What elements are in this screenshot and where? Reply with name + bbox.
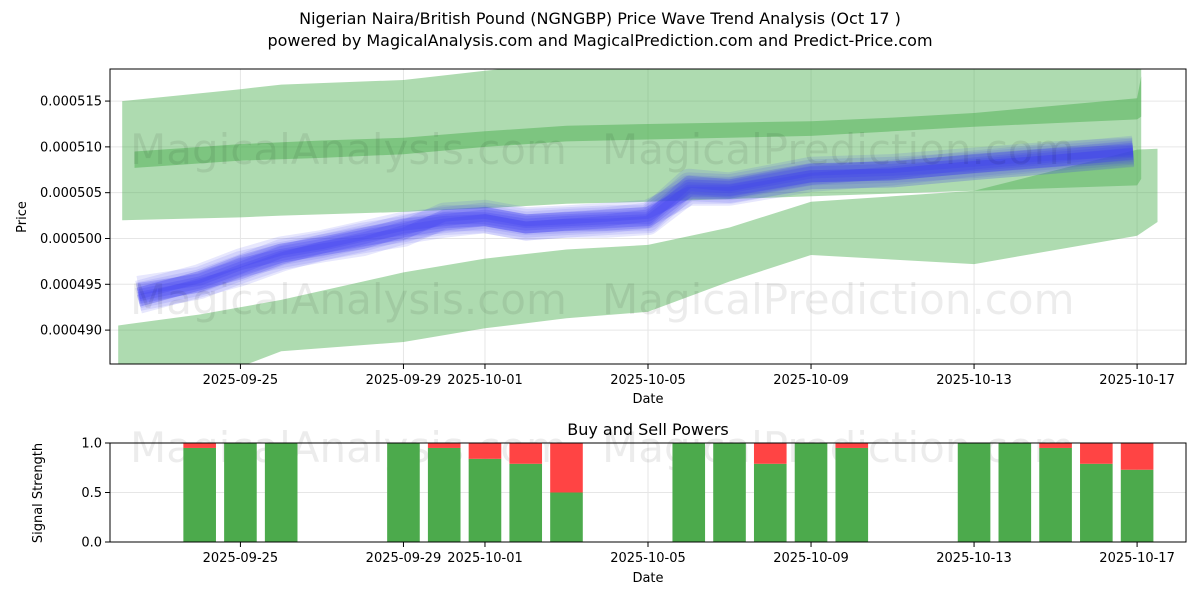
sell-bar-16 bbox=[1080, 443, 1113, 464]
trend-bands bbox=[118, 69, 1158, 364]
watermark-analysis-2: MagicalAnalysis.com bbox=[130, 275, 567, 324]
price-y-tick-label-1: 0.000495 bbox=[40, 278, 102, 293]
sell-bar-15 bbox=[1039, 443, 1072, 448]
buy-bar-15 bbox=[1039, 447, 1072, 542]
power-x-tick-label-0: 2025-09-25 bbox=[203, 551, 279, 566]
power-y-tick-label-1: 0.5 bbox=[81, 486, 102, 501]
price-x-ticks: 2025-09-25 2025-09-29 2025-10-01 2025-10-05… bbox=[203, 364, 1175, 388]
sell-bar-4 bbox=[427, 443, 461, 448]
price-x-tick-label-4: 2025-10-09 bbox=[773, 373, 849, 388]
wave-glow-0 bbox=[135, 140, 1135, 309]
price-y-ticks: 0.000490 0.000495 0.000500 0.000505 0.000510… bbox=[40, 95, 110, 339]
buy-bar-6 bbox=[509, 463, 543, 542]
buy-bar-4 bbox=[427, 447, 461, 542]
buy-bar-16 bbox=[1080, 463, 1113, 542]
buy-bar-10 bbox=[753, 463, 787, 542]
buy-bar-17 bbox=[1120, 469, 1154, 542]
power-x-tick-label-1: 2025-09-29 bbox=[366, 551, 442, 566]
wave-wave-3 bbox=[136, 142, 1134, 307]
buy-bar-12 bbox=[835, 447, 869, 542]
wave-glow-3 bbox=[135, 137, 1134, 307]
price-x-tick-label-0: 2025-09-25 bbox=[203, 373, 279, 388]
price-x-tick-label-3: 2025-10-05 bbox=[610, 373, 686, 388]
wave-wave-1 bbox=[137, 147, 1134, 302]
power-x-tick-label-4: 2025-10-09 bbox=[773, 551, 849, 566]
price-waves bbox=[135, 135, 1135, 314]
power-y-ticks: 0.0 0.5 1.0 bbox=[81, 437, 110, 551]
sell-bar-17 bbox=[1120, 443, 1154, 470]
power-y-label: Signal Strength bbox=[31, 443, 46, 543]
band-upper-channel bbox=[122, 69, 1142, 221]
wave-wave-4 bbox=[136, 144, 1134, 300]
wave-glow-2 bbox=[135, 135, 1135, 314]
power-x-tick-label-5: 2025-10-13 bbox=[936, 551, 1012, 566]
price-y-label: Price bbox=[15, 201, 30, 233]
buy-bar-2 bbox=[264, 443, 298, 542]
sell-bar-5 bbox=[468, 443, 502, 459]
band-lower-channel bbox=[118, 148, 1158, 364]
power-y-tick-label-0: 0.0 bbox=[81, 536, 102, 551]
price-y-tick-label-0: 0.000490 bbox=[40, 324, 102, 339]
sell-bar-0 bbox=[183, 443, 216, 448]
watermark-prediction-1: MagicalPrediction.com bbox=[602, 125, 1075, 174]
price-x-tick-label-2: 2025-10-01 bbox=[447, 373, 523, 388]
watermarks-top: MagicalAnalysis.com MagicalPrediction.co… bbox=[130, 125, 1075, 324]
buy-bar-3 bbox=[387, 443, 420, 542]
watermark-analysis-1: MagicalAnalysis.com bbox=[130, 125, 567, 174]
chart-title: Nigerian Naira/British Pound (NGNGBP) Pr… bbox=[299, 9, 901, 28]
power-y-tick-label-2: 1.0 bbox=[81, 437, 102, 452]
price-y-tick-label-4: 0.000510 bbox=[40, 140, 102, 155]
buy-bar-8 bbox=[672, 443, 706, 542]
power-x-tick-label-3: 2025-10-05 bbox=[610, 551, 686, 566]
sell-bar-10 bbox=[753, 443, 787, 464]
wave-wave-2 bbox=[137, 145, 1134, 295]
price-y-tick-label-3: 0.000505 bbox=[40, 186, 102, 201]
power-x-tick-label-2: 2025-10-01 bbox=[447, 551, 523, 566]
buy-bar-5 bbox=[468, 458, 502, 542]
power-chart-title: Buy and Sell Powers bbox=[567, 420, 729, 439]
buy-bar-1 bbox=[224, 443, 257, 542]
watermark-prediction-2: MagicalPrediction.com bbox=[602, 275, 1075, 324]
wave-glow-1 bbox=[136, 138, 1135, 302]
price-x-tick-label-1: 2025-09-29 bbox=[366, 373, 442, 388]
sell-bar-7 bbox=[550, 443, 583, 493]
price-y-tick-label-2: 0.000500 bbox=[40, 232, 102, 247]
price-grid bbox=[110, 69, 1186, 364]
band-upper-centerline bbox=[134, 76, 1142, 168]
wave-wave-5 bbox=[137, 148, 1134, 304]
power-x-tick-label-6: 2025-10-17 bbox=[1099, 551, 1175, 566]
price-y-tick-label-5: 0.000515 bbox=[40, 95, 102, 110]
price-x-tick-label-6: 2025-10-17 bbox=[1099, 373, 1175, 388]
buy-bar-0 bbox=[183, 447, 216, 542]
buy-bar-9 bbox=[713, 443, 746, 542]
power-x-label: Date bbox=[632, 571, 663, 586]
chart-subtitle: powered by MagicalAnalysis.com and Magic… bbox=[267, 31, 933, 50]
buy-bar-13 bbox=[957, 443, 991, 542]
power-bars bbox=[183, 443, 1154, 542]
sell-bar-12 bbox=[835, 443, 869, 448]
buy-bar-11 bbox=[794, 443, 828, 542]
price-x-tick-label-5: 2025-10-13 bbox=[936, 373, 1012, 388]
buy-bar-14 bbox=[998, 443, 1032, 542]
wave-glow-4 bbox=[136, 141, 1135, 311]
price-x-label: Date bbox=[632, 392, 663, 407]
buy-bar-7 bbox=[550, 492, 583, 542]
power-x-ticks: 2025-09-25 2025-09-29 2025-10-01 2025-10-05… bbox=[203, 542, 1175, 566]
sell-bar-6 bbox=[509, 443, 543, 464]
